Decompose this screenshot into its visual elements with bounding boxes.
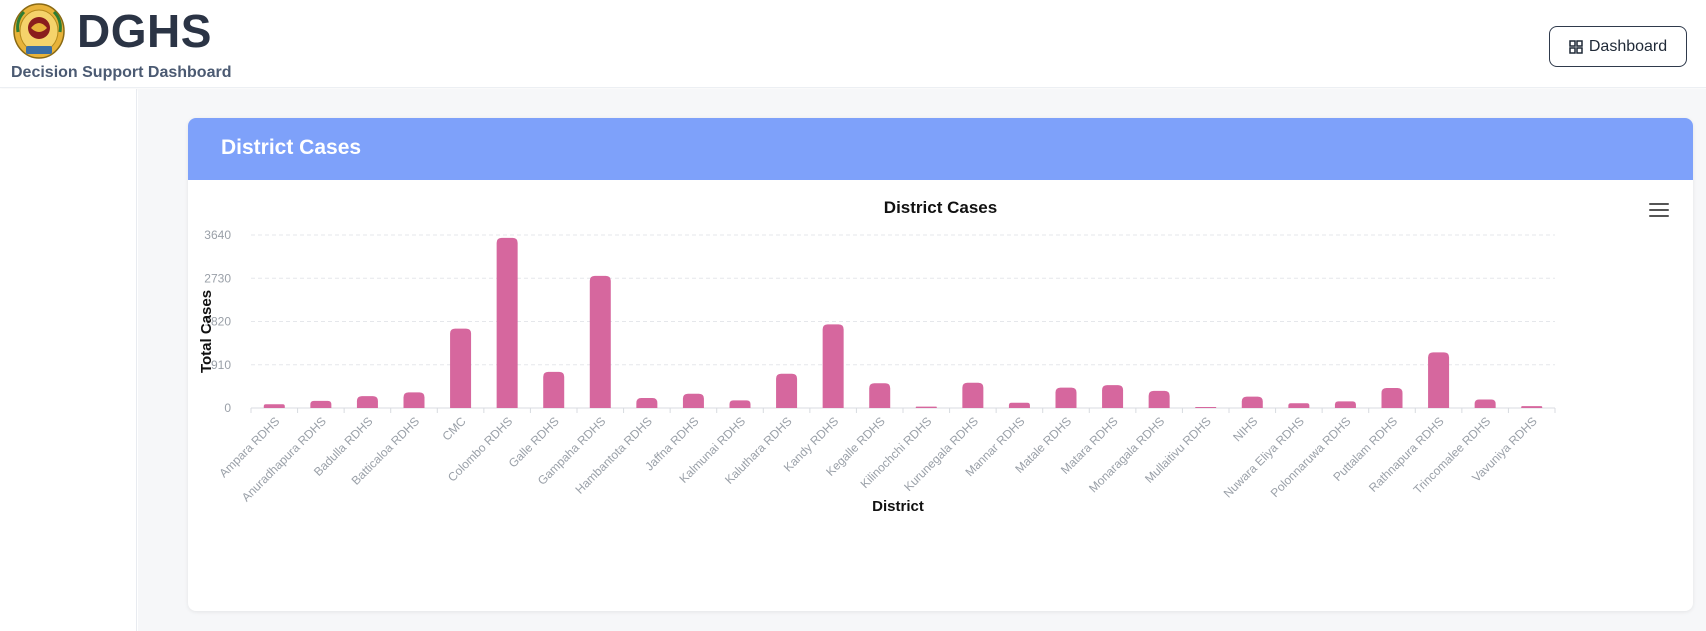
x-tick-label: Trincomalee RDHS — [1411, 414, 1494, 497]
bar-anuradhapura-rdhs[interactable] — [310, 400, 332, 408]
x-tick-label: Nuwara Eliya RDHS — [1221, 414, 1307, 500]
bar-galle-rdhs[interactable] — [543, 371, 565, 408]
bar-hambantota-rdhs[interactable] — [636, 398, 658, 408]
card-header: District Cases — [188, 118, 1693, 180]
bar-rathnapura-rdhs[interactable] — [1428, 352, 1450, 408]
x-axis-title: District — [872, 498, 924, 515]
bar-kurunegala-rdhs[interactable] — [962, 382, 984, 408]
bar-kalmunai-rdhs[interactable] — [729, 400, 751, 408]
bar-nuwara-eliya-rdhs[interactable] — [1288, 403, 1310, 408]
brand-subtitle: Decision Support Dashboard — [11, 64, 232, 81]
bar-batticaloa-rdhs[interactable] — [403, 392, 425, 408]
bar-matara-rdhs[interactable] — [1102, 385, 1124, 408]
bar-ampara-rdhs[interactable] — [263, 404, 285, 408]
bar-matale-rdhs[interactable] — [1055, 387, 1077, 408]
bar-kegalle-rdhs[interactable] — [869, 383, 891, 408]
bar-kaluthara-rdhs[interactable] — [776, 373, 798, 408]
dashboard-button-label: Dashboard — [1588, 37, 1668, 55]
x-tick-label: Polonnaruwa RDHS — [1268, 414, 1354, 500]
bar-vavuniya-rdhs[interactable] — [1521, 406, 1543, 408]
bar-nihs[interactable] — [1241, 396, 1263, 408]
card-title: District Cases — [221, 136, 362, 159]
sidebar — [0, 89, 137, 631]
y-tick-label: 910 — [211, 358, 231, 372]
x-tick-label: Anuradhapura RDHS — [239, 414, 329, 504]
bar-mullaitivu-rdhs[interactable] — [1195, 407, 1217, 408]
bar-trincomalee-rdhs[interactable] — [1474, 399, 1496, 408]
district-cases-card: District Cases District Cases 0 910 1820 27… — [188, 118, 1693, 611]
bar-monaragala-rdhs[interactable] — [1148, 390, 1170, 408]
dashboard-button[interactable]: Dashboard — [1549, 26, 1687, 67]
y-tick-label: 3640 — [204, 228, 231, 242]
chart-title: District Cases — [883, 198, 998, 217]
bar-kandy-rdhs[interactable] — [822, 324, 844, 408]
bar-badulla-rdhs[interactable] — [356, 396, 378, 408]
bar-mannar-rdhs[interactable] — [1008, 402, 1030, 408]
bar-colombo-rdhs[interactable] — [496, 237, 518, 408]
y-axis-title: Total Cases — [198, 290, 215, 373]
bar-gampaha-rdhs[interactable] — [589, 275, 611, 408]
x-tick-label: NIHS — [1230, 414, 1260, 444]
y-tick-label: 1820 — [204, 315, 231, 329]
top-navbar: DGHS Decision Support Dashboard Dashboar… — [0, 0, 1706, 88]
grid-icon — [1569, 39, 1583, 54]
bar-puttalam-rdhs[interactable] — [1381, 388, 1403, 408]
y-tick-label: 2730 — [204, 271, 231, 285]
y-tick-label: 0 — [224, 401, 231, 415]
bar-jaffna-rdhs[interactable] — [682, 393, 704, 408]
brand-title: DGHS — [77, 5, 212, 57]
x-tick-label: CMC — [439, 414, 468, 443]
bar-polonnaruwa-rdhs[interactable] — [1334, 401, 1356, 408]
chart-menu-icon[interactable] — [1649, 203, 1669, 219]
bar-cmc[interactable] — [450, 328, 472, 408]
emblem-logo-icon — [13, 3, 65, 59]
bar-kilinochchi-rdhs[interactable] — [915, 406, 937, 408]
